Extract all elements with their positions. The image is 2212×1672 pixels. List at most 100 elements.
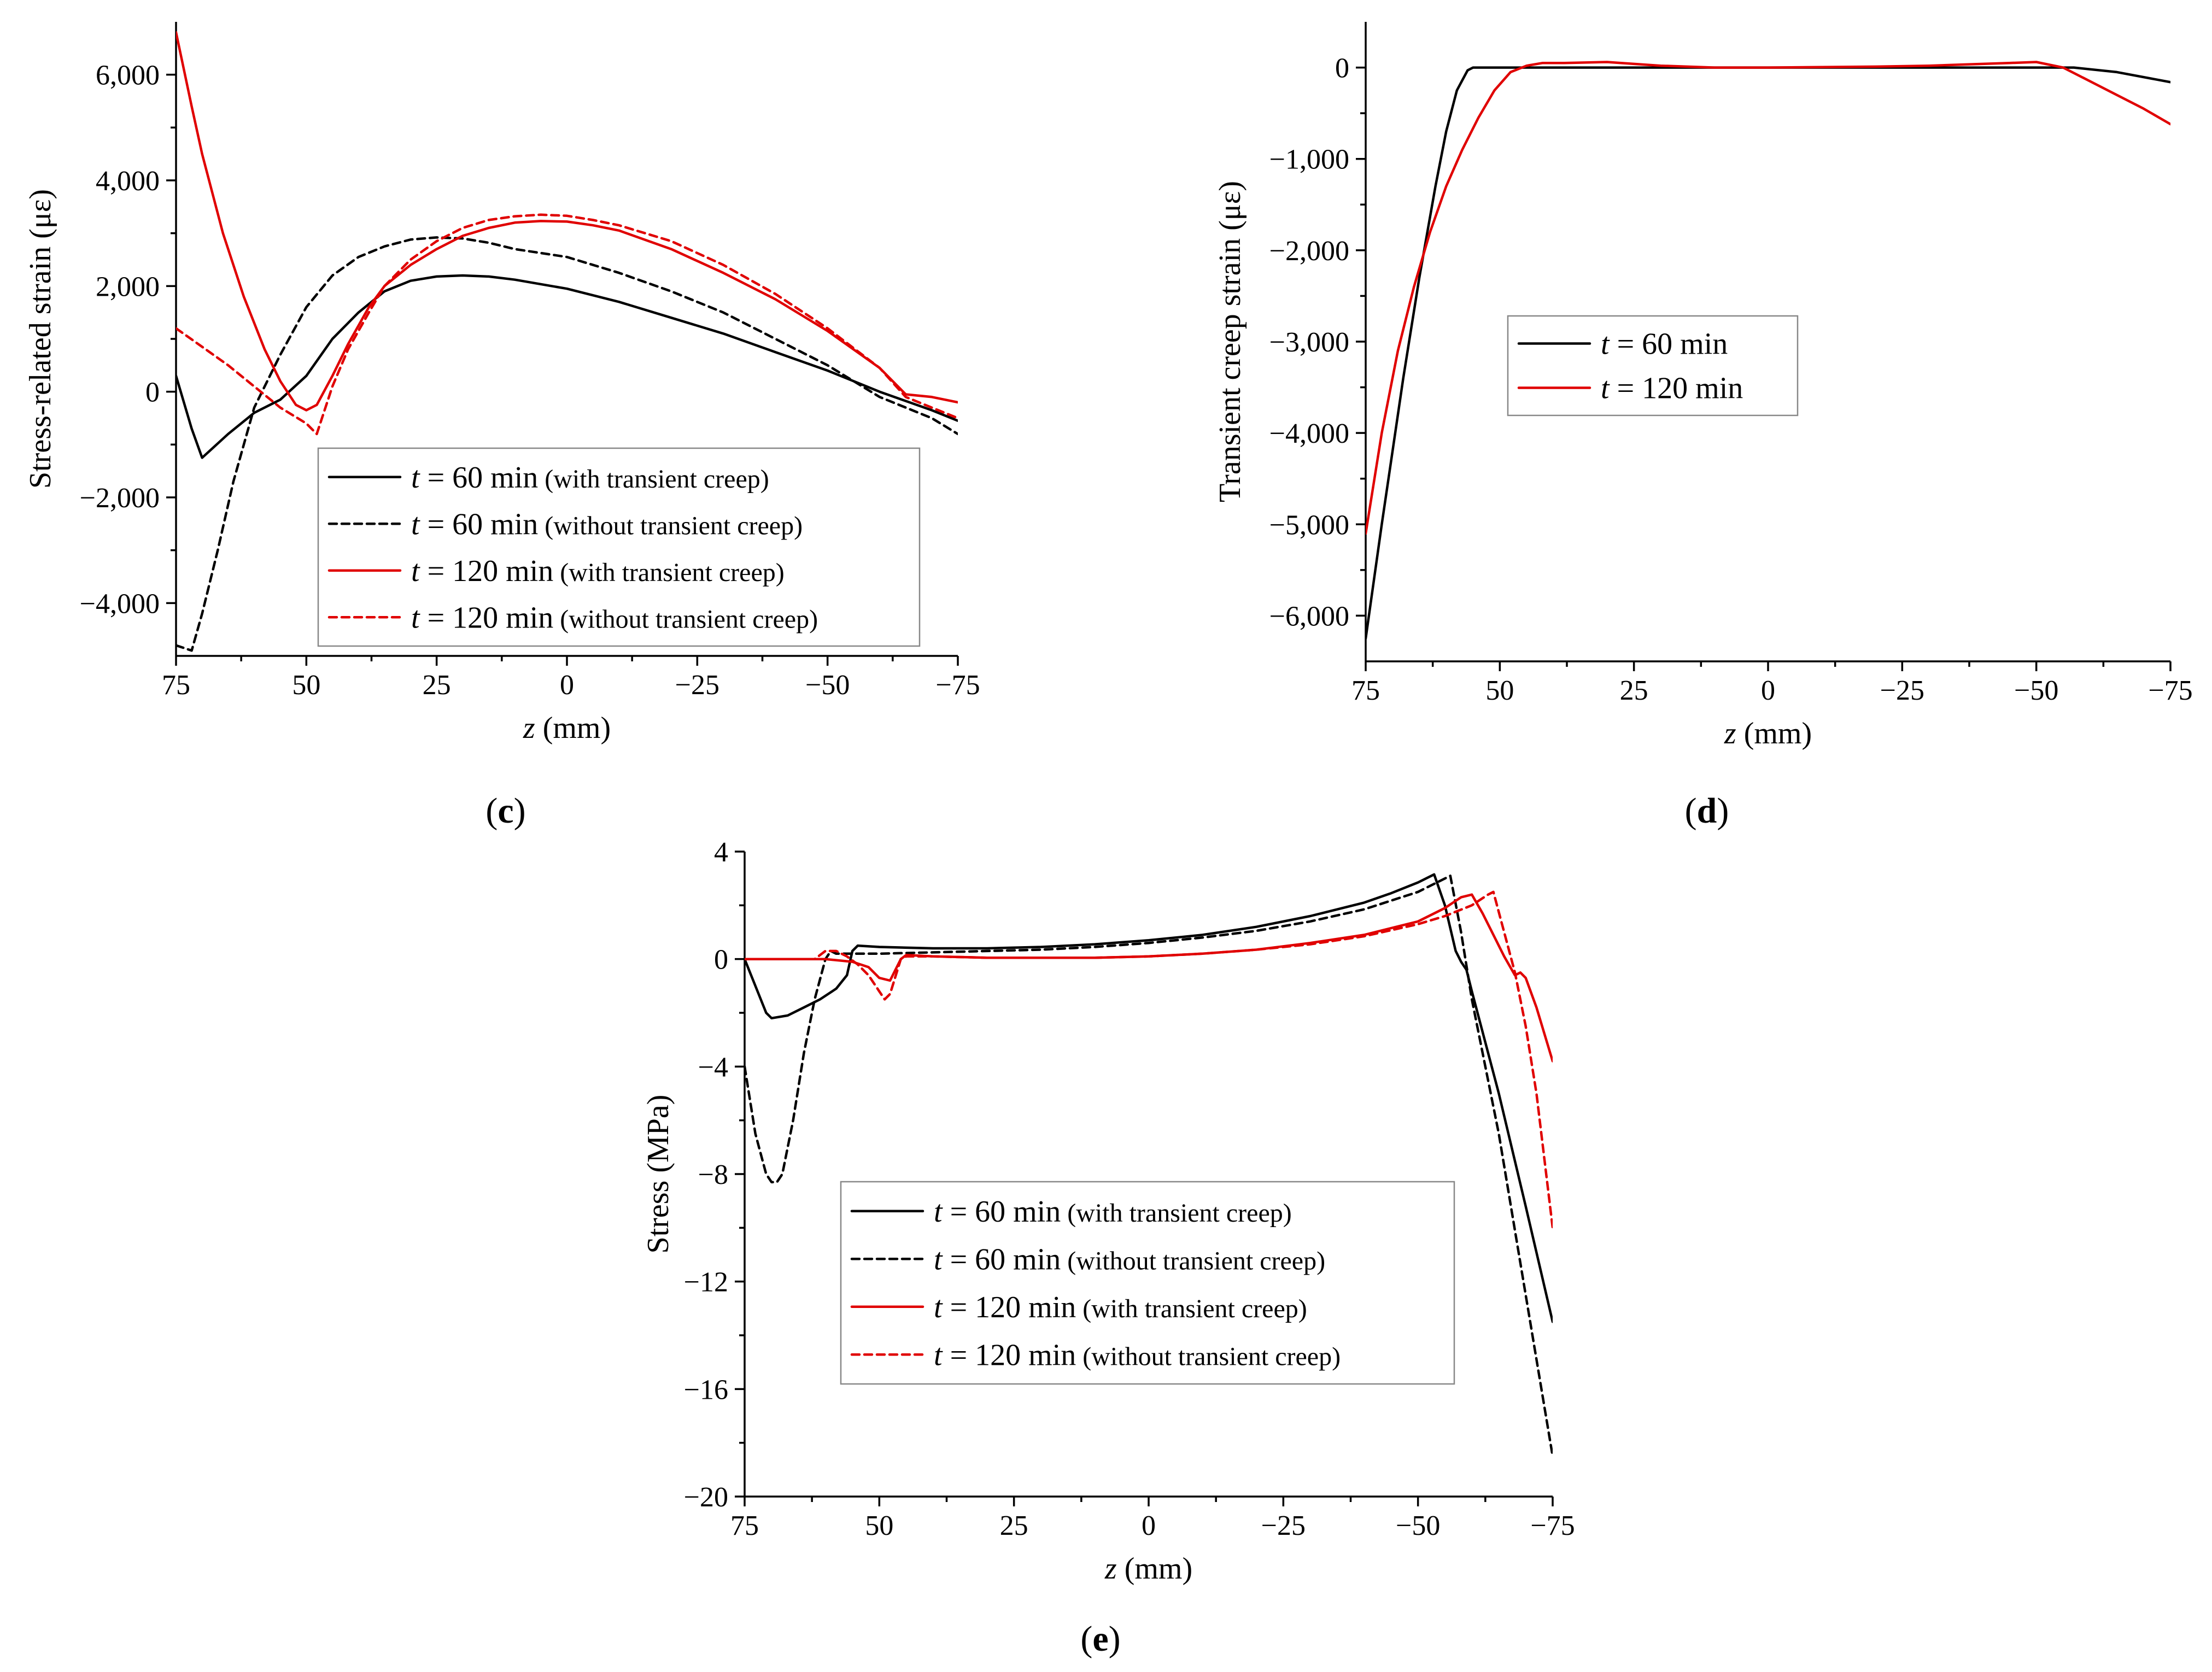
legend-note: (with transient creep) [1076, 1294, 1307, 1323]
legend: t = 60 min (with transient creep)t = 60 … [317, 447, 921, 647]
legend-name: = 60 min [943, 1242, 1061, 1276]
x-axis-unit: (mm) [1736, 717, 1812, 750]
series-line-c-0 [176, 274, 958, 459]
series-line-d-0 [1366, 66, 2170, 640]
panel-letter: e [1092, 1619, 1108, 1659]
legend-frame [317, 447, 921, 647]
y-tick-label: −3,000 [1269, 327, 1349, 358]
x-axis-variable: z [1104, 1552, 1117, 1586]
x-axis-title: z (mm) [1724, 717, 1812, 750]
legend: t = 60 min (with transient creep)t = 60 … [840, 1181, 1455, 1385]
legend-note: (without transient creep) [538, 511, 803, 540]
legend-name: = 60 min [420, 507, 539, 541]
legend-note: (with transient creep) [553, 558, 784, 587]
chart-panel-d: 75 50 25 0 −25 −50 −75 −6,000 −5,000 −4,000 −3,000… [1213, 22, 2193, 831]
y-tick-label: −4,000 [1269, 418, 1349, 449]
x-tick-label: 50 [1485, 675, 1514, 706]
panel-paren-close: ) [1717, 791, 1729, 831]
legend-name: = 120 min [943, 1290, 1076, 1324]
x-tick-label: −25 [1880, 675, 1924, 706]
legend-name: = 120 min [420, 554, 554, 588]
legend-entry: t = 120 min (without transient creep) [411, 601, 818, 635]
legend-variable: t [411, 554, 420, 588]
legend-name: = 120 min [1610, 372, 1743, 406]
x-tick-label: 25 [1000, 1510, 1028, 1541]
series-line-e-3 [745, 890, 1553, 1229]
legend-variable: t [411, 601, 420, 635]
legend-entry: t = 60 min (with transient creep) [411, 461, 769, 495]
legend-entry: t = 60 min [1601, 327, 1728, 361]
x-tick-label: −75 [2148, 675, 2192, 706]
x-tick-label: −75 [935, 670, 980, 701]
x-tick-label: 50 [865, 1510, 893, 1541]
series-line-c-2 [176, 31, 958, 412]
y-tick-label: 0 [1335, 53, 1349, 84]
legend-name: = 120 min [943, 1338, 1076, 1372]
y-axis-title: Transient creep strain (με) [1213, 181, 1247, 502]
panel-paren-open: ( [485, 791, 498, 831]
x-axis-title: z (mm) [1104, 1552, 1192, 1586]
y-tick-label: 2,000 [96, 271, 160, 302]
legend-variable: t [934, 1290, 943, 1324]
panel-paren-close: ) [1109, 1619, 1121, 1659]
legend-name: = 120 min [420, 601, 554, 635]
panel-paren-open: ( [1080, 1619, 1092, 1659]
series-line-e-1 [745, 875, 1553, 1458]
panel-letter: c [498, 791, 513, 831]
legend-entry: t = 120 min [1601, 372, 1743, 406]
legend-frame [840, 1181, 1455, 1385]
x-tick-label: 75 [730, 1510, 759, 1541]
x-tick-label: −25 [675, 670, 719, 701]
y-tick-label: −4 [698, 1052, 728, 1083]
panel-label: (c) [485, 791, 525, 831]
legend-frame [1507, 315, 1799, 416]
series-line-d-1 [1366, 61, 2170, 535]
legend-note: (with transient creep) [1061, 1199, 1291, 1228]
y-tick-label: 0 [145, 377, 160, 408]
legend-entry: t = 120 min (with transient creep) [934, 1290, 1307, 1324]
series-line-c-3 [176, 213, 958, 436]
x-tick-label: −50 [1396, 1510, 1440, 1541]
y-tick-label: −2,000 [80, 483, 160, 514]
legend-name: = 60 min [1610, 327, 1728, 361]
legend-entry: t = 60 min (without transient creep) [934, 1242, 1325, 1276]
y-tick-label: −12 [684, 1267, 728, 1298]
panel-label: (d) [1685, 791, 1729, 831]
y-tick-label: −4,000 [80, 588, 160, 619]
legend-variable: t [934, 1242, 943, 1276]
x-tick-label: 0 [1142, 1510, 1156, 1541]
y-tick-label: −6,000 [1269, 601, 1349, 632]
y-tick-label: 6,000 [96, 60, 160, 91]
x-tick-label: 50 [292, 670, 320, 701]
legend-entry: t = 60 min (with transient creep) [934, 1195, 1292, 1229]
legend-variable: t [934, 1195, 943, 1229]
legend-variable: t [934, 1338, 943, 1372]
legend-variable: t [411, 507, 420, 541]
legend-note: (with transient creep) [538, 465, 769, 494]
legend-name: = 60 min [420, 461, 539, 495]
legend-note: (without transient creep) [553, 605, 818, 633]
panel-paren-close: ) [514, 791, 526, 831]
x-tick-label: 25 [1620, 675, 1648, 706]
legend-entry: t = 60 min (without transient creep) [411, 507, 803, 541]
legend-entry: t = 120 min (with transient creep) [411, 554, 785, 588]
x-tick-label: 0 [560, 670, 574, 701]
x-axis-variable: z [523, 711, 535, 745]
y-axis-title: Stress (MPa) [641, 1095, 675, 1254]
y-tick-label: −16 [684, 1374, 728, 1405]
series-line-e-0 [745, 873, 1553, 1323]
y-tick-label: 0 [714, 944, 728, 976]
x-axis-variable: z [1724, 717, 1736, 750]
x-tick-label: 75 [1351, 675, 1380, 706]
legend-variable: t [1601, 327, 1610, 361]
x-axis-unit: (mm) [1117, 1552, 1192, 1586]
series-line-c-1 [176, 236, 958, 652]
panel-letter: d [1697, 791, 1717, 831]
y-tick-label: −8 [698, 1159, 728, 1190]
x-tick-label: −50 [805, 670, 850, 701]
x-axis-unit: (mm) [535, 711, 611, 745]
panel-label: (e) [1080, 1619, 1120, 1659]
legend-variable: t [411, 461, 420, 495]
